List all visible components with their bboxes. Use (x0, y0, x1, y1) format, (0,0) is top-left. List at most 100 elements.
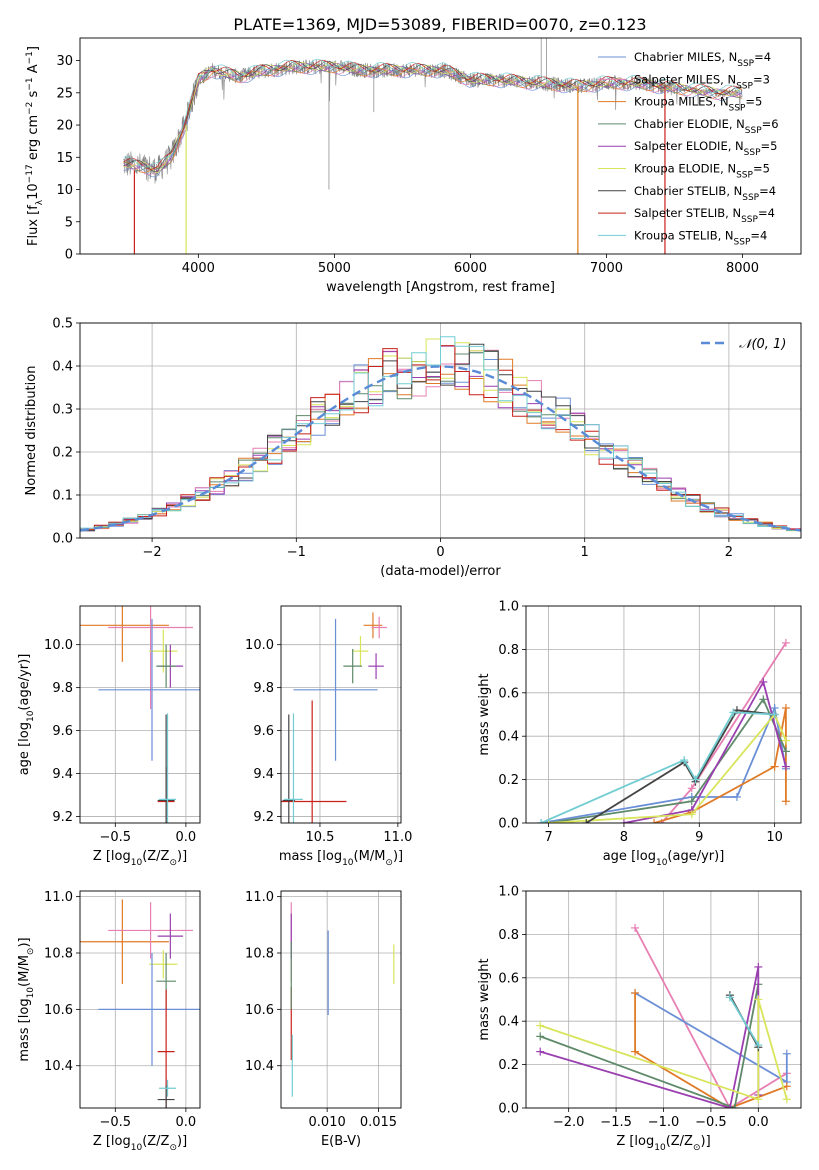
age-mass-point-kroupa_elodie (352, 636, 369, 667)
x-tick-label: 8 (620, 830, 628, 845)
y-tick-label: 10.8 (245, 947, 274, 962)
label-part: )] (177, 849, 187, 864)
weight-marker (781, 762, 790, 771)
y-tick-label: 10.4 (245, 1059, 274, 1074)
label-part: mass weight (477, 958, 492, 1040)
plot-area (290, 902, 395, 1097)
x-tick-label: 9 (695, 830, 703, 845)
model-spectrum-kroupa_elodie (123, 61, 743, 174)
label-part: 10 (26, 183, 41, 200)
mass-z-point-salpeter_miles (108, 902, 193, 959)
axes-frame (79, 890, 201, 1109)
plot-area (80, 606, 200, 823)
model-spectrum-salpeter_elodie (123, 62, 743, 172)
axes-age_vs_z: −0.5 0.09.29.49.69.810.0Z [log10(Z/Z⊙)]ag… (17, 605, 201, 868)
weight-marker (781, 638, 790, 647)
y-tick-label: 0.4 (498, 1015, 519, 1030)
axes-weight_vs_z: −2.0 −1.5 −1.0 −0.5 0.0 0.0 0.2 0.4 0.6 0.8 1.0 Z [… (477, 885, 802, 1153)
age-mass-point-chabrier_miles (293, 618, 378, 761)
axes-frame (79, 605, 201, 824)
label-part: ⊙ (693, 1143, 701, 1153)
label-part: Kroupa STELIB, N (634, 228, 734, 242)
y-tick-label: 0.5 (52, 317, 73, 332)
y-tick-label: 10.0 (245, 638, 274, 653)
label-part: SSP (736, 171, 753, 181)
label-part: Chabrier MILES, N (634, 50, 737, 64)
legend-label: Kroupa MILES, NSSP=5 (634, 95, 762, 114)
weight-marker (754, 962, 763, 971)
y-tick-label: 0.8 (498, 643, 519, 658)
legend-label: Salpeter STELIB, NSSP=4 (634, 206, 775, 225)
mass-z-point-salpeter_elodie (157, 913, 184, 959)
x-tick-label: −0.5 (695, 1115, 727, 1130)
weight-marker (680, 756, 689, 765)
axes-frame (525, 890, 802, 1109)
x-tick-label: 0.0 (176, 830, 197, 845)
y-tick-label: 9.6 (253, 724, 274, 739)
mass-z-point-kroupa_elodie (149, 950, 178, 979)
label-part: SSP (736, 81, 753, 91)
axes-frame (280, 890, 402, 1109)
age-mass-point-kroupa_stelib (284, 713, 303, 823)
y-tick-label: 9.4 (253, 767, 274, 782)
y-tick-label: 0.0 (52, 532, 73, 547)
x-tick-label: 4000 (182, 261, 215, 276)
age-mass-point-chabrier_elodie (343, 648, 363, 684)
weight-z-line-kroupa_stelib (729, 996, 760, 1046)
y-tick-label: 25 (56, 86, 73, 101)
figure-title: PLATE=1369, MJD=53089, FIBERID=0070, z=0… (233, 15, 646, 34)
plot-area (281, 612, 387, 823)
label-part: )] (177, 1134, 187, 1149)
y-tick-label: 0.0 (498, 1102, 519, 1117)
y-axis-label: mass [log10(M/M⊙)] (17, 937, 36, 1061)
label-part: Z [log (93, 1134, 131, 1149)
label-part: 10 (654, 1143, 666, 1153)
y-tick-label: 11.0 (245, 890, 274, 905)
label-part: )] (393, 849, 403, 864)
x-tick-label: 0.015 (360, 1115, 397, 1130)
legend-label: Kroupa STELIB, NSSP=4 (634, 228, 767, 247)
label-part: Kroupa MILES, N (634, 95, 729, 109)
mass-z-point-kroupa_miles (80, 899, 169, 984)
legend-label: Salpeter MILES, NSSP=3 (634, 72, 770, 91)
label-part: Salpeter MILES, N (634, 72, 736, 86)
weight-marker (781, 747, 790, 756)
age-z-point-kroupa_elodie (149, 629, 178, 673)
age-mass-point-salpeter_miles (371, 616, 387, 639)
x-tick-label: 0 (436, 545, 444, 560)
label-part: (data-model)/error (380, 564, 501, 579)
y-tick-label: 0.4 (52, 360, 73, 375)
label-part: erg cm (26, 115, 41, 164)
plot-area (80, 899, 200, 1108)
y-tick-label: 0.6 (498, 686, 519, 701)
legend-label: Chabrier STELIB, NSSP=4 (634, 184, 776, 203)
y-axis-label: mass weight (477, 958, 492, 1040)
y-tick-label: 0.2 (52, 446, 73, 461)
y-tick-label: 9.8 (52, 681, 73, 696)
label-part: −2 (25, 102, 35, 115)
x-axis-label: age [log10(age/yr)] (603, 849, 725, 868)
y-tick-label: 15 (56, 151, 73, 166)
weight-marker (770, 710, 779, 719)
weight-marker (536, 1021, 545, 1030)
age-z-point-salpeter_miles (108, 606, 193, 710)
x-axis-label: E(B-V) (321, 1134, 361, 1149)
label-part: 10 (26, 987, 36, 999)
x-tick-label: 0.010 (309, 1115, 346, 1130)
label-part: ⊙ (26, 948, 36, 956)
label-part: Z [log (616, 1134, 654, 1149)
label-part: mass [log (279, 849, 342, 864)
model-spectrum-salpeter_miles (123, 65, 743, 176)
label-part: =5 (761, 139, 778, 153)
y-tick-label: 30 (56, 54, 73, 69)
y-tick-label: 9.8 (253, 681, 274, 696)
legend-label: 𝒩(0, 1) (739, 337, 786, 352)
x-tick-label: 7000 (590, 261, 623, 276)
label-part: =4 (750, 228, 767, 242)
age-z-point-kroupa_miles (80, 606, 169, 662)
y-tick-label: 0.4 (498, 730, 519, 745)
x-axis-label: (data-model)/error (380, 564, 501, 579)
x-tick-label: 0.0 (748, 1115, 769, 1130)
mass-z-point-chabrier_miles (98, 953, 200, 1066)
